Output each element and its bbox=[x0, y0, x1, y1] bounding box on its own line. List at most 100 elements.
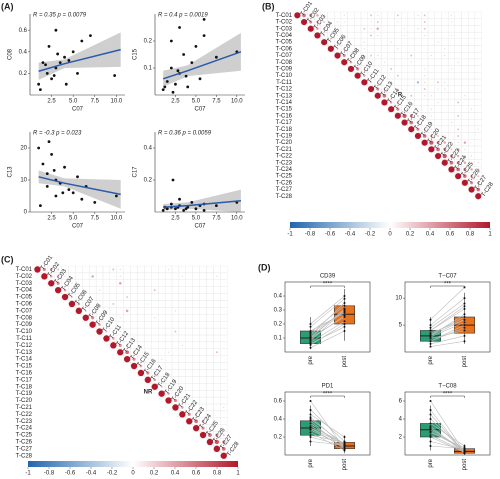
corr-circle bbox=[410, 68, 412, 70]
corr-circle bbox=[167, 351, 170, 353]
corr-circle bbox=[361, 79, 368, 86]
corr-circle bbox=[215, 351, 218, 354]
corr-circle bbox=[424, 95, 426, 97]
cell bbox=[434, 112, 442, 120]
corr-circle bbox=[463, 174, 467, 178]
cell bbox=[192, 362, 200, 370]
corr-circle bbox=[125, 309, 129, 313]
corr-circle bbox=[477, 175, 480, 178]
point bbox=[309, 427, 312, 429]
cell bbox=[427, 18, 435, 26]
cell bbox=[220, 300, 228, 308]
cell bbox=[151, 327, 159, 336]
point bbox=[309, 409, 312, 411]
point bbox=[429, 436, 432, 438]
row-label: T-C17 bbox=[276, 120, 293, 126]
cell bbox=[461, 132, 469, 140]
pair-line bbox=[310, 425, 345, 444]
corr-circle bbox=[443, 141, 446, 144]
cell bbox=[474, 11, 482, 19]
cell bbox=[151, 321, 159, 329]
panel-label: (C) bbox=[1, 254, 14, 264]
cell bbox=[199, 369, 207, 377]
x-tick-label: 10.0 bbox=[231, 216, 243, 222]
point bbox=[56, 52, 60, 56]
cell bbox=[220, 355, 228, 363]
cell bbox=[116, 307, 124, 315]
cell bbox=[220, 265, 228, 274]
corr-circle bbox=[357, 48, 358, 50]
point bbox=[343, 316, 346, 318]
corr-circle bbox=[424, 81, 426, 83]
pair-line bbox=[310, 414, 345, 438]
cell bbox=[109, 279, 117, 287]
cell bbox=[199, 355, 207, 363]
point bbox=[463, 326, 466, 329]
corr-circle bbox=[477, 82, 479, 83]
point bbox=[463, 321, 466, 324]
corr-circle bbox=[470, 108, 473, 110]
corr-circle bbox=[377, 68, 379, 70]
point bbox=[169, 39, 173, 43]
row-label: T-C27 bbox=[276, 187, 293, 193]
corr-circle bbox=[388, 106, 395, 113]
corr-circle bbox=[349, 61, 353, 64]
cell bbox=[220, 396, 228, 405]
y-tick-label: 0.2 bbox=[19, 71, 28, 77]
x-tick-label: 5.0 bbox=[192, 99, 201, 105]
cell bbox=[206, 390, 214, 398]
point bbox=[41, 61, 45, 64]
corr-circle bbox=[357, 35, 358, 36]
cell bbox=[220, 272, 228, 280]
corr-circle bbox=[444, 115, 446, 117]
corr-circle bbox=[423, 88, 426, 90]
point bbox=[165, 80, 169, 83]
cell bbox=[434, 31, 442, 39]
corr-circle bbox=[437, 135, 439, 137]
point bbox=[343, 323, 346, 325]
point bbox=[343, 310, 346, 313]
point bbox=[309, 416, 312, 419]
cell bbox=[401, 18, 409, 26]
cell bbox=[199, 300, 207, 308]
cell bbox=[82, 272, 90, 280]
cell bbox=[213, 327, 221, 336]
corr-circle bbox=[350, 41, 352, 43]
matrix-title: R bbox=[398, 93, 403, 99]
cell bbox=[185, 272, 193, 280]
corr-circle bbox=[119, 330, 121, 333]
cell bbox=[95, 272, 104, 280]
cell bbox=[206, 396, 214, 405]
row-label: T-C20 bbox=[276, 140, 293, 146]
cell bbox=[185, 265, 193, 274]
corr-circle bbox=[422, 134, 427, 138]
significance-bracket bbox=[310, 285, 345, 288]
point bbox=[309, 331, 312, 334]
corr-circle bbox=[71, 282, 73, 284]
stat-annotation: R = -0.3 p = 0.023 bbox=[33, 131, 82, 137]
corr-circle bbox=[316, 27, 319, 30]
pair-line bbox=[310, 432, 345, 451]
row-label: T-C22 bbox=[16, 412, 33, 418]
corr-circle bbox=[477, 102, 479, 103]
cell bbox=[199, 327, 207, 336]
corr-circle bbox=[404, 82, 405, 83]
cell bbox=[164, 300, 173, 308]
pair-line bbox=[430, 436, 465, 453]
y-axis-label: C17 bbox=[133, 166, 139, 178]
cell bbox=[394, 58, 402, 66]
corr-circle bbox=[449, 160, 454, 165]
corr-circle bbox=[384, 28, 385, 30]
corr-circle bbox=[404, 41, 405, 43]
corr-circle bbox=[213, 445, 221, 453]
y-tick-label: 4 bbox=[399, 417, 403, 423]
corr-circle bbox=[463, 141, 467, 144]
cell bbox=[164, 327, 173, 336]
corr-circle bbox=[410, 88, 412, 90]
corr-circle bbox=[98, 323, 101, 326]
row-label: T-C15 bbox=[16, 364, 33, 370]
corr-circle bbox=[384, 48, 385, 50]
x-tick-label: 10.0 bbox=[111, 216, 123, 222]
corr-circle bbox=[444, 135, 446, 137]
cell bbox=[199, 348, 207, 356]
